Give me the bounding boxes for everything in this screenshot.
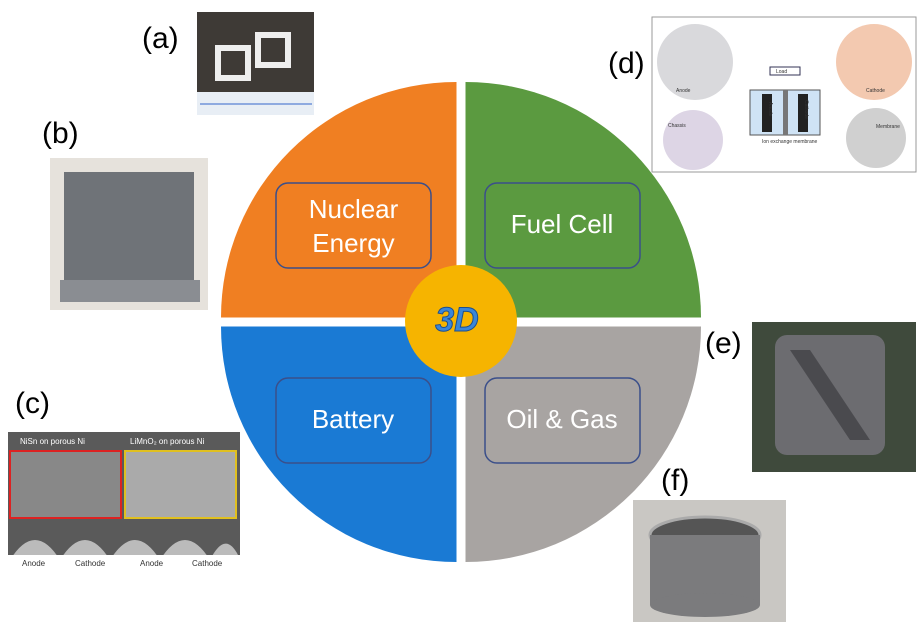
image-b <box>50 158 208 310</box>
image-text: NiSn on porous Ni <box>20 437 85 446</box>
image-c: NiSn on porous Ni LiMnO₂ on porous Ni An… <box>8 432 240 572</box>
figure: Nuclear Energy Fuel Cell Battery Oil & G… <box>0 0 921 622</box>
image-f <box>633 500 786 622</box>
quadrant-label: Fuel Cell <box>511 209 614 239</box>
image-text: Anode <box>676 88 691 94</box>
image-d: Load Anode Cathode Chassis Membrane Ion … <box>652 17 916 172</box>
image-text: Anode <box>767 102 773 117</box>
image-text: Load <box>776 69 787 75</box>
image-text: Anode <box>140 559 164 568</box>
panel-label: (c) <box>15 387 50 420</box>
panel-label: (b) <box>42 117 79 150</box>
label-holder: Nuclear Energy <box>276 183 431 268</box>
panel-label: (d) <box>608 47 645 80</box>
image-text: Cathode <box>866 88 885 94</box>
image-e <box>752 322 916 472</box>
quadrant-label: Oil & Gas <box>506 404 617 434</box>
image-text: Cathode <box>75 559 106 568</box>
image-text: Cathode <box>192 559 223 568</box>
image-a <box>197 12 314 115</box>
panel-label: (f) <box>661 464 689 497</box>
quadrant-battery <box>221 327 457 563</box>
image-text: Chassis <box>668 123 686 129</box>
center-label: 3D <box>435 301 478 339</box>
quadrant-label: Battery <box>312 404 394 434</box>
panel-label: (e) <box>705 327 742 360</box>
image-text: Cathode <box>803 100 809 119</box>
image-text: Membrane <box>876 124 900 130</box>
quadrant-label: Nuclear Energy <box>276 183 431 268</box>
image-text: Anode <box>22 559 46 568</box>
image-text: LiMnO₂ on porous Ni <box>130 437 204 446</box>
panel-label: (a) <box>142 22 179 55</box>
image-text: Ion exchange membrane <box>762 139 818 145</box>
